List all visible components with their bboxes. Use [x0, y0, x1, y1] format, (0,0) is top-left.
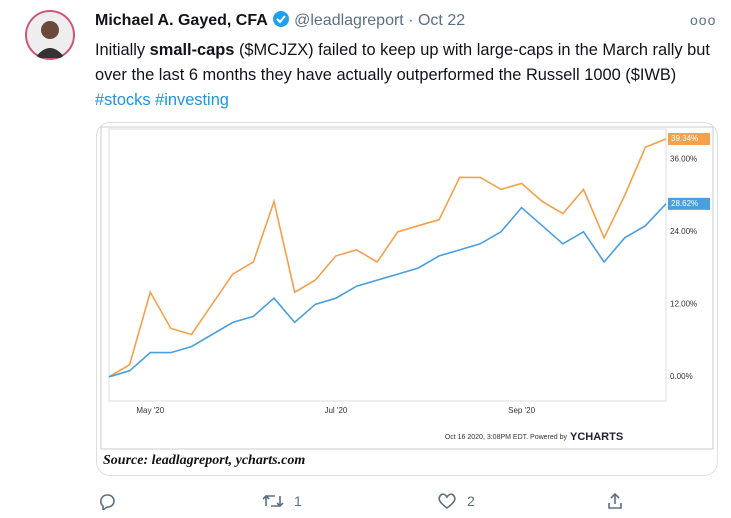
chart-frame	[100, 126, 714, 450]
value-label: 39.34%	[671, 134, 698, 143]
retweet[interactable]: 1	[262, 492, 302, 510]
plot-area	[108, 128, 667, 402]
author-name[interactable]: Michael A. Gayed, CFA	[95, 12, 268, 29]
y-tick-label: 24.00%	[670, 227, 697, 236]
reply-icon	[100, 494, 115, 510]
retweet-icon	[262, 494, 284, 508]
tweet-text: Initially small-caps ($MCJZX) failed to …	[95, 38, 715, 113]
series-line	[108, 203, 667, 378]
separator: ·	[408, 12, 414, 29]
value-label-box	[668, 133, 710, 146]
share-icon	[608, 492, 622, 509]
handle[interactable]: @leadlagreport	[294, 12, 404, 29]
value-label: 28.62%	[671, 199, 698, 208]
x-tick-label: May '20	[136, 406, 164, 415]
hashtags[interactable]: #stocks #investing	[95, 91, 229, 109]
reply[interactable]	[98, 492, 116, 510]
x-tick-label: Jul '20	[324, 406, 347, 415]
like-count: 2	[467, 493, 475, 509]
chart-footer: Oct 16 2020, 3:08PM EDT. Powered by	[445, 434, 568, 441]
value-label-box	[668, 197, 710, 210]
text-bold: small-caps	[149, 41, 235, 59]
verified-badge	[272, 11, 289, 27]
avatar[interactable]	[25, 10, 75, 60]
x-tick-label: Sep '20	[508, 406, 535, 415]
like[interactable]: 2	[437, 492, 475, 510]
like-icon	[438, 493, 456, 510]
y-tick-label: 36.00%	[670, 154, 697, 163]
retweet-count: 1	[294, 493, 302, 509]
series-line	[108, 138, 667, 378]
y-tick-label: 12.00%	[670, 299, 697, 308]
share[interactable]	[606, 492, 624, 510]
text: ($MCJZX) failed to keep up with large-ca…	[95, 41, 710, 84]
caption: Source: leadlagreport, ycharts.com	[103, 453, 305, 468]
image-card[interactable]: Oct 16 2020, 3:08PM EDT. Powered by YCHA…	[96, 122, 718, 476]
text: Initially	[95, 41, 150, 59]
chart: Oct 16 2020, 3:08PM EDT. Powered by YCHA…	[100, 126, 714, 468]
date[interactable]: Oct 22	[417, 12, 466, 29]
avatar-image	[25, 10, 75, 60]
chart-brand: YCHARTS	[570, 431, 623, 443]
author: Michael A. Gayed, CFA @leadlagreport · O…	[95, 10, 465, 30]
more-menu[interactable]: ooo	[690, 12, 717, 28]
y-tick-label: 0.00%	[670, 372, 693, 381]
